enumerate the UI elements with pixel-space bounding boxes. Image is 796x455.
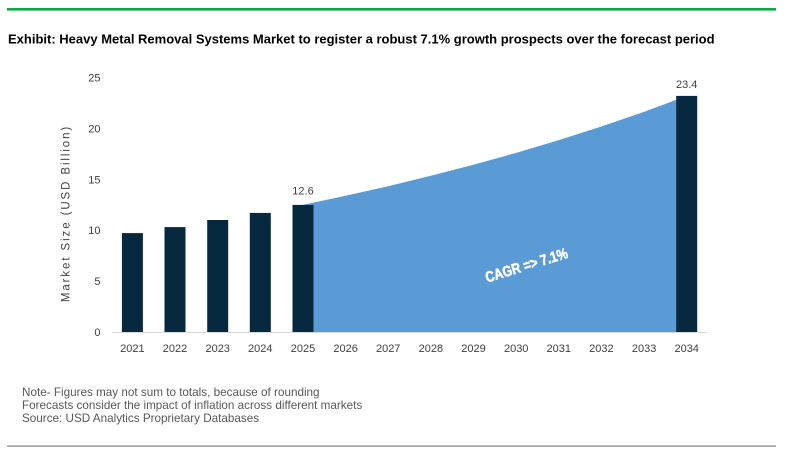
svg-text:Exhibit: Heavy Metal Removal S: Exhibit: Heavy Metal Removal Systems Mar… xyxy=(8,32,715,47)
svg-text:15: 15 xyxy=(88,174,100,186)
svg-text:23.4: 23.4 xyxy=(676,79,697,91)
svg-text:2023: 2023 xyxy=(205,343,229,355)
svg-text:2028: 2028 xyxy=(419,343,443,355)
svg-text:20: 20 xyxy=(88,124,100,136)
svg-text:10: 10 xyxy=(88,225,100,237)
svg-text:Forecasts consider the impact: Forecasts consider the impact of inflati… xyxy=(22,399,362,412)
svg-text:2032: 2032 xyxy=(589,343,613,355)
svg-text:2027: 2027 xyxy=(376,343,400,355)
svg-text:2031: 2031 xyxy=(547,343,571,355)
svg-text:2025: 2025 xyxy=(291,343,315,355)
svg-text:Source: USD Analytics Propriet: Source: USD Analytics Proprietary Databa… xyxy=(22,412,259,425)
svg-text:Note- Figures may not sum to t: Note- Figures may not sum to totals, bec… xyxy=(22,386,320,399)
svg-text:2034: 2034 xyxy=(674,343,698,355)
svg-text:2021: 2021 xyxy=(120,343,144,355)
svg-text:0: 0 xyxy=(94,327,100,339)
svg-text:2022: 2022 xyxy=(163,343,187,355)
svg-text:2030: 2030 xyxy=(504,343,528,355)
svg-text:12.6: 12.6 xyxy=(292,185,313,197)
svg-text:Market Size (USD Billion): Market Size (USD Billion) xyxy=(61,125,73,302)
svg-text:5: 5 xyxy=(94,276,100,288)
svg-text:2029: 2029 xyxy=(461,343,485,355)
svg-text:2033: 2033 xyxy=(632,343,656,355)
svg-text:2024: 2024 xyxy=(248,343,272,355)
svg-text:25: 25 xyxy=(88,73,100,85)
svg-text:2026: 2026 xyxy=(333,343,357,355)
